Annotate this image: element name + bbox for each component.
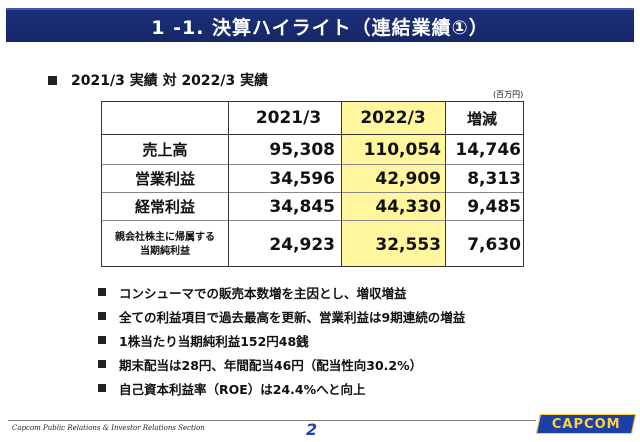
- row-label: 経常利益: [134, 198, 195, 216]
- list-item-text: 期末配当は28円、年間配当46円（配当性向30.2%）: [119, 357, 423, 373]
- value-2022: 42,909: [375, 168, 441, 189]
- section-heading: 2021/3 実績 対 2022/3 実績: [48, 70, 268, 90]
- table-header-cell: [102, 102, 228, 134]
- page-number: 2: [306, 420, 318, 439]
- list-item-text: 全ての利益項目で過去最高を更新、営業利益は9期連続の増益: [119, 309, 466, 325]
- row-label: 売上高: [142, 141, 188, 159]
- value-2021: 24,923: [269, 234, 335, 255]
- table-header-cell: 増減: [467, 109, 498, 128]
- column-divider: [445, 102, 446, 266]
- highlights-list: コンシューマでの販売本数増を主因とし、増収増益 全ての利益項目で過去最高を更新、…: [98, 280, 465, 400]
- value-change: 7,630: [467, 234, 521, 255]
- row-label: 親会社株主に帰属する 当期純利益: [102, 221, 228, 268]
- footer-text: Capcom Public Relations & Investor Relat…: [12, 424, 205, 432]
- table-row: 親会社株主に帰属する 当期純利益 24,923 32,553 7,630: [102, 220, 523, 268]
- value-2022: 44,330: [375, 196, 441, 217]
- highlight-column-2022: [341, 102, 445, 266]
- header-banner: 1 -1. 決算ハイライト（連結業績①）: [6, 8, 634, 42]
- list-item-text: 自己資本利益率（ROE）は24.4%へと向上: [119, 381, 366, 397]
- value-2021: 34,596: [269, 168, 335, 189]
- value-change: 9,485: [467, 196, 521, 217]
- table-header-cell: 2021/3: [255, 108, 322, 128]
- value-2022: 32,553: [375, 234, 441, 255]
- bullet-square-icon: [98, 384, 106, 392]
- column-divider: [228, 102, 229, 266]
- bullet-square-icon: [98, 360, 106, 368]
- table-header-row: 2021/3 2022/3 増減: [102, 102, 523, 134]
- bullet-square-icon: [48, 75, 57, 85]
- value-2021: 34,845: [269, 196, 335, 217]
- value-2021: 95,308: [269, 139, 335, 160]
- row-label: 営業利益: [134, 170, 195, 188]
- row-label-line1: 親会社株主に帰属する: [115, 231, 215, 243]
- table-header-cell: 2022/3: [360, 108, 426, 128]
- table-row: 経常利益 34,845 44,330 9,485: [102, 192, 523, 220]
- bullet-square-icon: [98, 288, 106, 296]
- page-title: 1 -1. 決算ハイライト（連結業績①）: [151, 16, 489, 39]
- value-change: 8,313: [467, 168, 521, 189]
- table-row: 営業利益 34,596 42,909 8,313: [102, 164, 523, 192]
- footer-divider: [8, 420, 536, 421]
- bullet-square-icon: [98, 312, 106, 320]
- list-item: 期末配当は28円、年間配当46円（配当性向30.2%）: [98, 352, 465, 376]
- capcom-logo: CAPCOM: [535, 414, 637, 434]
- list-item-text: コンシューマでの販売本数増を主因とし、増収増益: [119, 285, 407, 301]
- results-table: 2021/3 2022/3 増減 売上高 95,308 110,054 14,7…: [101, 101, 524, 267]
- list-item-text: 1株当たり当期純利益152円48銭: [119, 333, 309, 349]
- value-2022: 110,054: [363, 139, 441, 160]
- section-heading-text: 2021/3 実績 対 2022/3 実績: [71, 73, 269, 89]
- value-change: 14,746: [455, 139, 521, 160]
- bullet-square-icon: [98, 336, 106, 344]
- list-item: コンシューマでの販売本数増を主因とし、増収増益: [98, 280, 465, 304]
- table-row: 売上高 95,308 110,054 14,746: [102, 134, 523, 164]
- logo-text: CAPCOM: [551, 416, 621, 432]
- list-item: 自己資本利益率（ROE）は24.4%へと向上: [98, 376, 465, 400]
- list-item: 1株当たり当期純利益152円48銭: [98, 328, 465, 352]
- list-item: 全ての利益項目で過去最高を更新、営業利益は9期連続の増益: [98, 304, 465, 328]
- column-divider: [341, 102, 342, 266]
- row-label-line2: 当期純利益: [140, 245, 190, 257]
- unit-note: (百万円): [493, 90, 524, 99]
